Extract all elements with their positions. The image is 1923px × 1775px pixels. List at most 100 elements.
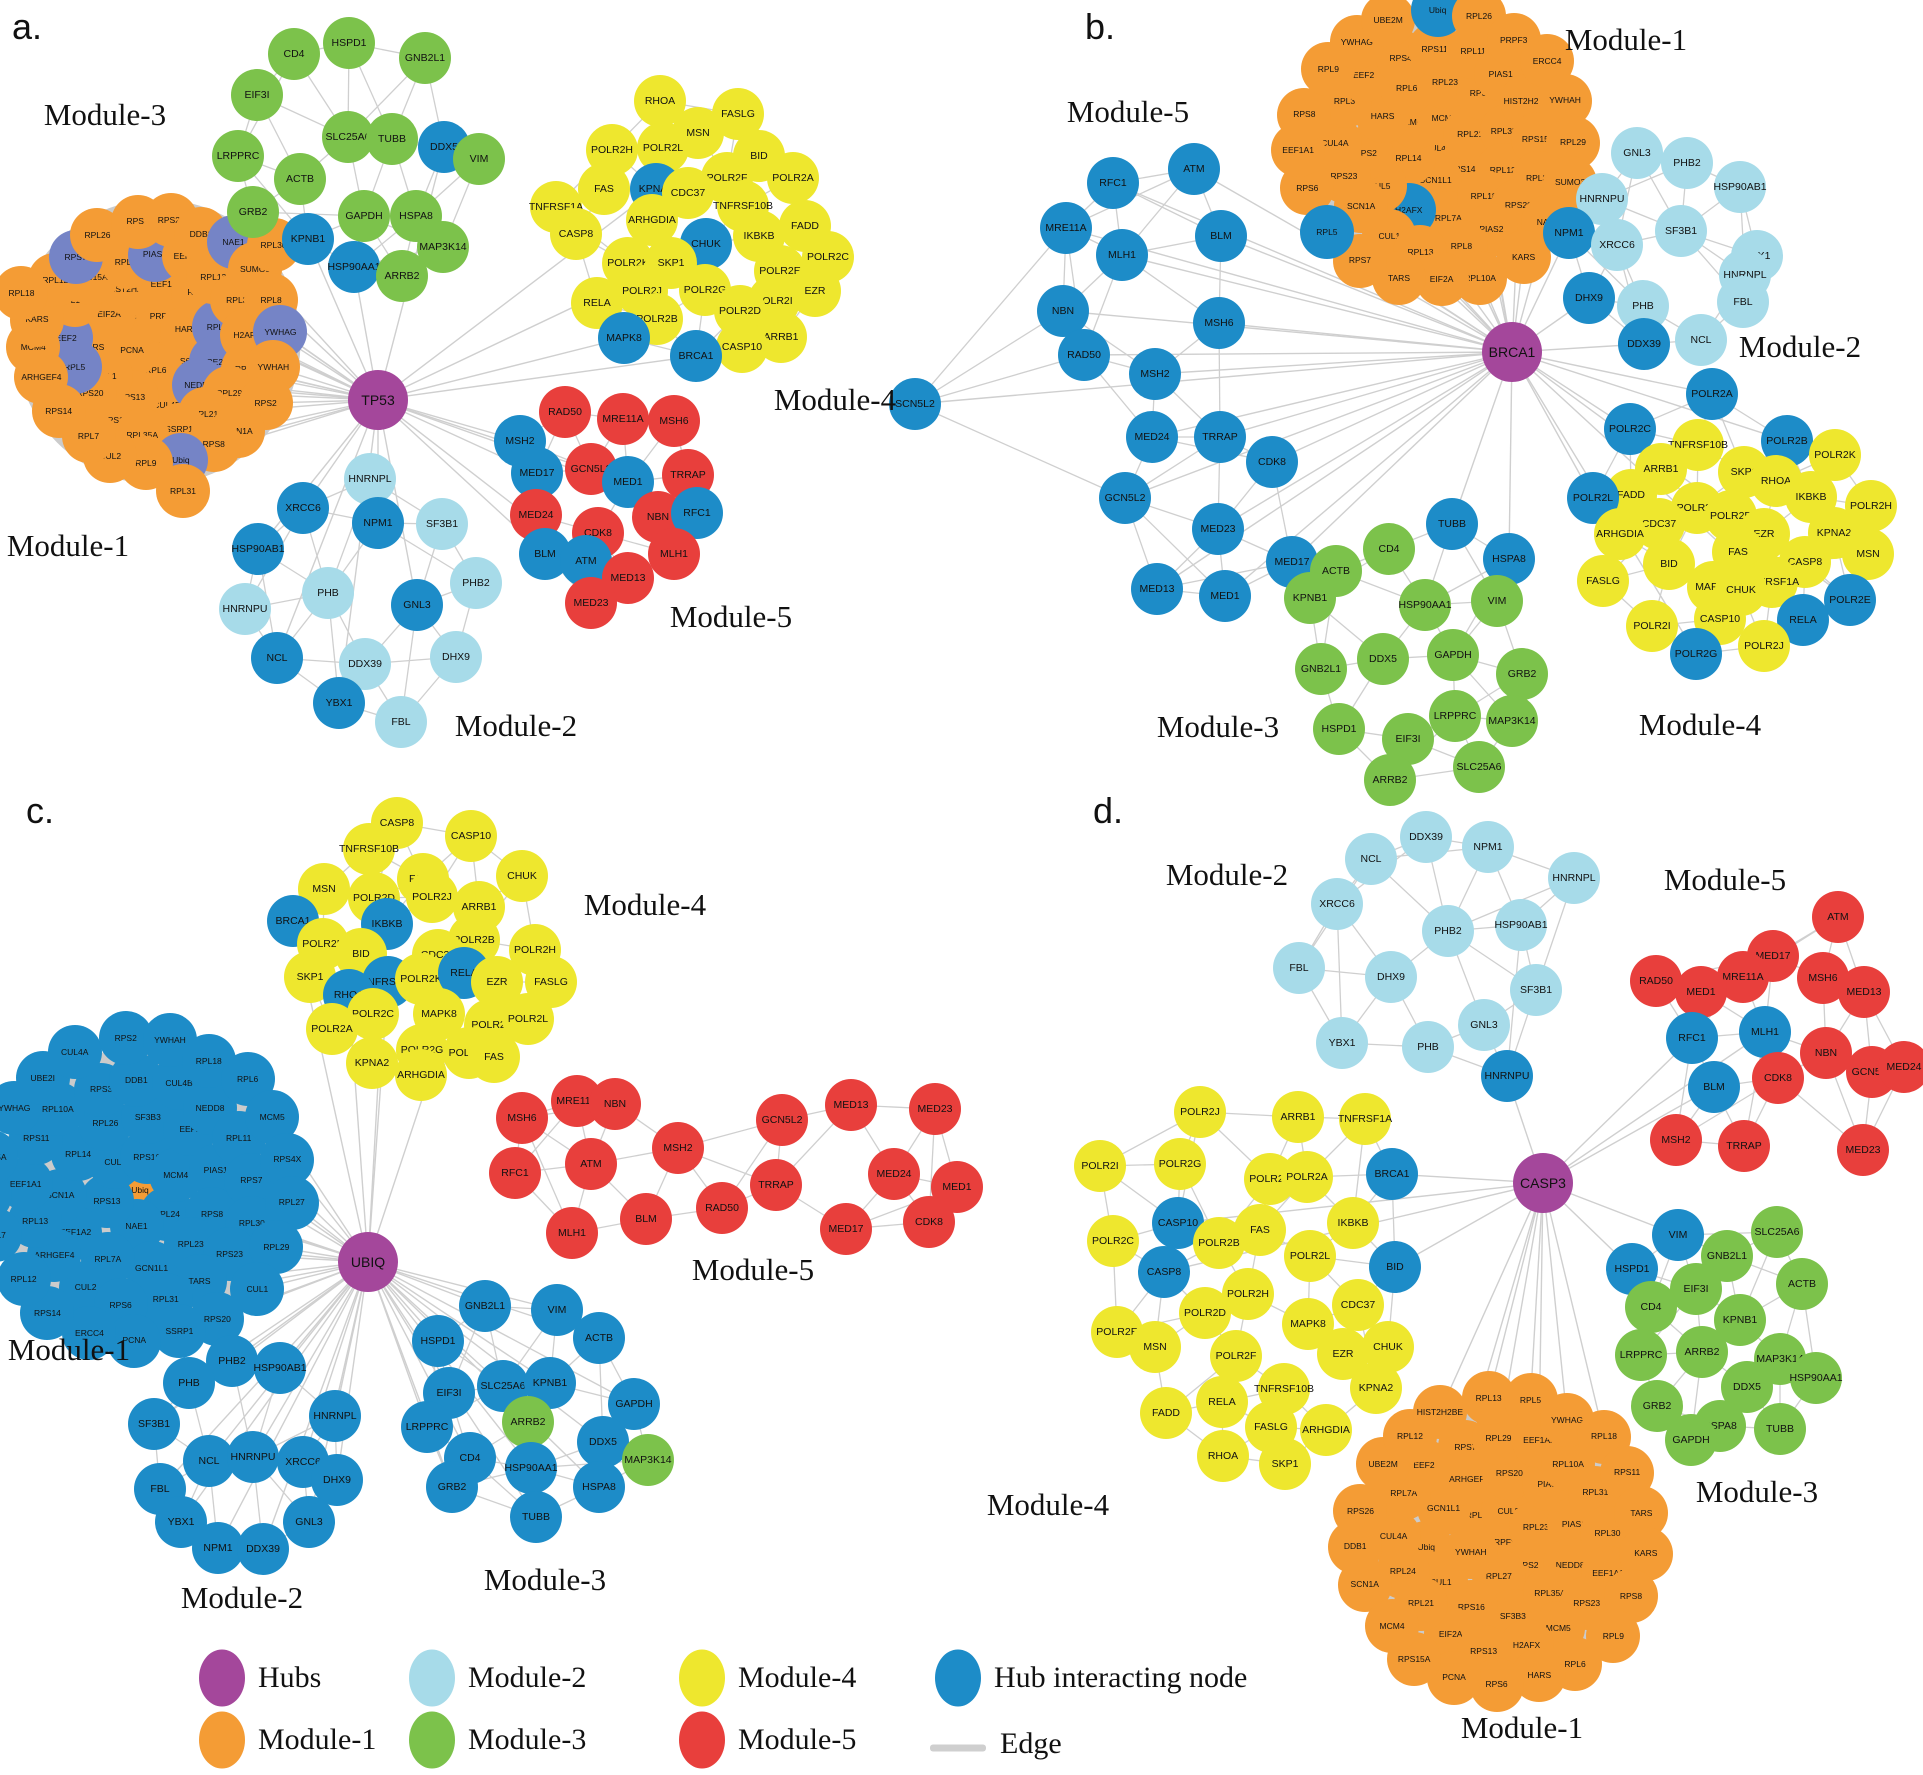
node-ncl[interactable]: NCL xyxy=(1675,314,1727,366)
node-blm[interactable]: BLM xyxy=(1195,210,1247,262)
node-gapdh[interactable]: GAPDH xyxy=(1427,629,1479,681)
node-med24[interactable]: MED24 xyxy=(1878,1041,1923,1093)
node-cdk8[interactable]: CDK8 xyxy=(1752,1052,1804,1104)
node-rpl5[interactable]: RPL5 xyxy=(1299,205,1354,260)
node-rfc1[interactable]: RFC1 xyxy=(489,1147,541,1199)
node-polr2a[interactable]: POLR2A xyxy=(767,152,819,204)
node-hnrnpl[interactable]: HNRNPL xyxy=(344,453,396,505)
node-lrpprc[interactable]: LRPPRC xyxy=(1429,690,1481,742)
node-nbn[interactable]: NBN xyxy=(589,1078,641,1130)
node-gnl3[interactable]: GNL3 xyxy=(1611,127,1663,179)
node-brca1[interactable]: BRCA1 xyxy=(670,330,722,382)
node-polr2g[interactable]: POLR2G xyxy=(1154,1138,1206,1190)
node-med23[interactable]: MED23 xyxy=(565,577,617,629)
node-ncl[interactable]: NCL xyxy=(183,1435,235,1487)
node-ddx39[interactable]: DDX39 xyxy=(1618,318,1670,370)
node-rps14[interactable]: RPS14 xyxy=(31,384,86,439)
node-rad50[interactable]: RAD50 xyxy=(539,386,591,438)
node-fadd[interactable]: FADD xyxy=(1140,1387,1192,1439)
node-lrpprc[interactable]: LRPPRC xyxy=(212,130,264,182)
node-xrcc6[interactable]: XRCC6 xyxy=(277,482,329,534)
node-rhoa[interactable]: RHOA xyxy=(634,75,686,127)
node-cul4a[interactable]: CUL4A xyxy=(47,1025,102,1080)
node-phb2[interactable]: PHB2 xyxy=(1422,905,1474,957)
node-rpl18[interactable]: RPL18 xyxy=(0,265,49,320)
node-kpnb1[interactable]: KPNB1 xyxy=(282,213,334,265)
node-ikbkb[interactable]: IKBKB xyxy=(361,898,413,950)
node-ddx5[interactable]: DDX5 xyxy=(577,1416,629,1468)
node-ybx1[interactable]: YBX1 xyxy=(313,677,365,729)
node-kpnb1[interactable]: KPNB1 xyxy=(1284,572,1336,624)
node-npm1[interactable]: NPM1 xyxy=(192,1522,244,1574)
node-eif3i[interactable]: EIF3I xyxy=(231,69,283,121)
node-cd4[interactable]: CD4 xyxy=(1363,523,1415,575)
node-sf3b1[interactable]: SF3B1 xyxy=(1510,964,1562,1016)
node-fas[interactable]: FAS xyxy=(468,1031,520,1083)
node-phb[interactable]: PHB xyxy=(302,567,354,619)
node-arhgdia[interactable]: ARHGDIA xyxy=(1594,508,1646,560)
node-atm[interactable]: ATM xyxy=(1812,891,1864,943)
node-hnrnpu[interactable]: HNRNPU xyxy=(227,1431,279,1483)
node-polr2i[interactable]: POLR2I xyxy=(1626,600,1678,652)
node-cdk8[interactable]: CDK8 xyxy=(903,1196,955,1248)
node-msh6[interactable]: MSH6 xyxy=(648,395,700,447)
node-mcm4[interactable]: MCM4 xyxy=(1365,1599,1420,1654)
node-hnrnpu[interactable]: HNRNPU xyxy=(1481,1050,1533,1102)
node-msn[interactable]: MSN xyxy=(1129,1321,1181,1373)
node-cdk8[interactable]: CDK8 xyxy=(1246,436,1298,488)
node-med17[interactable]: MED17 xyxy=(820,1203,872,1255)
node-kpna2[interactable]: KPNA2 xyxy=(1350,1362,1402,1414)
node-rpl12[interactable]: RPL12 xyxy=(0,1251,51,1306)
node-atm[interactable]: ATM xyxy=(565,1138,617,1190)
node-xrcc6[interactable]: XRCC6 xyxy=(1311,878,1363,930)
node-msh2[interactable]: MSH2 xyxy=(1650,1114,1702,1166)
node-rad50[interactable]: RAD50 xyxy=(1058,329,1110,381)
node-blm[interactable]: BLM xyxy=(620,1193,672,1245)
node-polr2c[interactable]: POLR2C xyxy=(1087,1215,1139,1267)
node-rfc1[interactable]: RFC1 xyxy=(1087,157,1139,209)
node-mlh1[interactable]: MLH1 xyxy=(1739,1006,1791,1058)
node-rela[interactable]: RELA xyxy=(1777,594,1829,646)
node-med1[interactable]: MED1 xyxy=(1675,966,1727,1018)
node-dhx9[interactable]: DHX9 xyxy=(1563,272,1615,324)
node-slc25a6[interactable]: SLC25A6 xyxy=(322,111,374,163)
node-npm1[interactable]: NPM1 xyxy=(1462,821,1514,873)
node-fas[interactable]: FAS xyxy=(578,163,630,215)
node-trrap[interactable]: TRRAP xyxy=(1718,1120,1770,1172)
node-sf3b1[interactable]: SF3B1 xyxy=(416,498,468,550)
node-gnb2l1[interactable]: GNB2L1 xyxy=(459,1280,511,1332)
node-trrap[interactable]: TRRAP xyxy=(1194,411,1246,463)
node-hsp90ab1[interactable]: HSP90AB1 xyxy=(1494,899,1548,951)
node-brca1[interactable]: BRCA1 xyxy=(1366,1148,1418,1200)
node-hsp90aa1[interactable]: HSP90AA1 xyxy=(504,1442,558,1494)
node-atm[interactable]: ATM xyxy=(1168,143,1220,195)
node-vim[interactable]: VIM xyxy=(1652,1209,1704,1261)
node-gnl3[interactable]: GNL3 xyxy=(391,579,443,631)
node-actb[interactable]: ACTB xyxy=(274,153,326,205)
node-pcna[interactable]: PCNA xyxy=(107,1313,162,1368)
node-hspd1[interactable]: HSPD1 xyxy=(1313,703,1365,755)
node-polr2i[interactable]: POLR2I xyxy=(1074,1140,1126,1192)
node-casp8[interactable]: CASP8 xyxy=(550,208,602,260)
node-msh2[interactable]: MSH2 xyxy=(1129,348,1181,400)
node-blm[interactable]: BLM xyxy=(1688,1061,1740,1113)
node-rpl7[interactable]: RPL7 xyxy=(0,1208,23,1263)
node-map3k14[interactable]: MAP3K14 xyxy=(1486,695,1538,747)
node-polr2l[interactable]: POLR2L xyxy=(1284,1230,1336,1282)
node-arrb2[interactable]: ARRB2 xyxy=(376,250,428,302)
node-phb[interactable]: PHB xyxy=(1402,1021,1454,1073)
node-faslg[interactable]: FASLG xyxy=(1577,555,1629,607)
node-polr2b[interactable]: POLR2B xyxy=(1193,1217,1245,1269)
node-mapk8[interactable]: MAPK8 xyxy=(598,312,650,364)
node-rps8[interactable]: RPS8 xyxy=(1277,87,1332,142)
node-med13[interactable]: MED13 xyxy=(1838,966,1890,1018)
node-hsp90ab1[interactable]: HSP90AB1 xyxy=(231,523,285,575)
node-hnrnpu[interactable]: HNRNPU xyxy=(219,583,271,635)
node-tnfrsf1a[interactable]: TNFRSF1A xyxy=(1338,1093,1392,1145)
node-lrpprc[interactable]: LRPPRC xyxy=(1615,1329,1667,1381)
node-nbn[interactable]: NBN xyxy=(1037,285,1089,337)
node-rad50[interactable]: RAD50 xyxy=(1630,955,1682,1007)
hub-node-tp53[interactable]: TP53 xyxy=(348,370,408,430)
node-ddx5[interactable]: DDX5 xyxy=(1357,633,1409,685)
node-med1[interactable]: MED1 xyxy=(1199,570,1251,622)
